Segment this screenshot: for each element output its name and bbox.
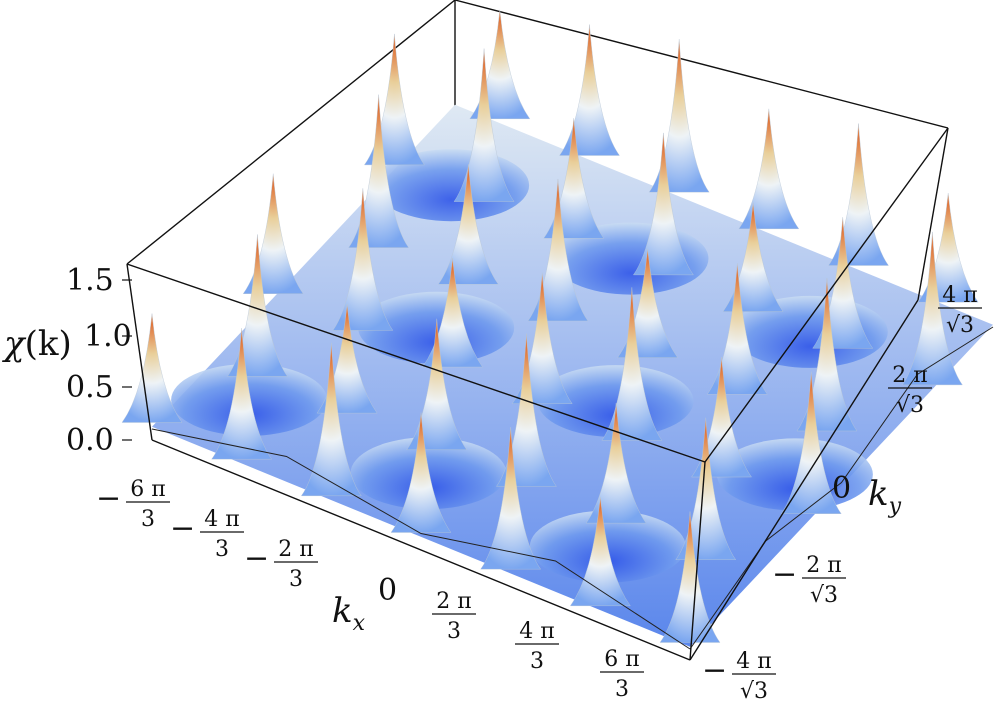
surface-peak bbox=[569, 496, 631, 607]
surface-peak bbox=[902, 231, 963, 386]
surface-peak bbox=[585, 403, 647, 524]
x-tick-label: −6 π 3 bbox=[96, 477, 170, 532]
tick-denominator: √3 bbox=[896, 393, 924, 418]
surface-peak bbox=[364, 33, 425, 166]
surface-peak bbox=[332, 188, 394, 331]
tick-denominator: √3 bbox=[810, 583, 838, 608]
tick-denominator: √3 bbox=[740, 679, 768, 704]
x-tick-label: 2 π3 bbox=[432, 589, 476, 644]
y-axis-label-sub: y bbox=[888, 494, 902, 519]
tick-value: 0 bbox=[832, 471, 851, 506]
y-tick-label: 0 bbox=[832, 471, 851, 506]
surface-bowl bbox=[716, 438, 873, 511]
tick-numerator: 4 π bbox=[519, 619, 554, 644]
tick-sign: − bbox=[772, 557, 797, 592]
tick-denominator: 3 bbox=[447, 619, 461, 644]
surface-edge-y bbox=[689, 326, 994, 650]
tick-numerator: 6 π bbox=[130, 477, 165, 502]
x-axis-label-sub: x bbox=[353, 611, 366, 636]
surface-peak bbox=[390, 412, 452, 533]
y-axis-label-main: k bbox=[868, 474, 889, 514]
surface-peak bbox=[828, 123, 889, 266]
y-tick-label: −4 π √3 bbox=[702, 649, 776, 704]
tick-numerator: 2 π bbox=[436, 589, 471, 614]
surface-mesh bbox=[121, 9, 994, 650]
z-axis-label-main: χ bbox=[2, 324, 27, 364]
tick-numerator: 2 π bbox=[892, 363, 927, 388]
tick-numerator: 2 π bbox=[806, 553, 841, 578]
surface-peak bbox=[453, 48, 515, 202]
surface-peak bbox=[480, 427, 542, 570]
x-tick-label: −2 π 3 bbox=[244, 537, 318, 592]
tick-sign: − bbox=[244, 541, 269, 576]
surface-peak bbox=[211, 328, 273, 460]
surface-peak bbox=[601, 287, 663, 441]
surface-peak bbox=[706, 263, 768, 395]
tick-numerator: 4 π bbox=[204, 507, 239, 532]
x-tick-label: 4 π3 bbox=[515, 619, 559, 674]
tick-numerator: 4 π bbox=[942, 283, 977, 308]
surface-bowl bbox=[537, 365, 694, 438]
surface-peak bbox=[738, 108, 800, 230]
surface-peak bbox=[659, 511, 721, 643]
box-back bbox=[126, 0, 949, 265]
x-tick-label: −4 π 3 bbox=[170, 507, 244, 562]
x-tick-label: 6 π3 bbox=[600, 647, 644, 702]
tick-denominator: √3 bbox=[946, 313, 974, 338]
surface-peak bbox=[121, 313, 183, 423]
tick-sign: − bbox=[170, 511, 195, 546]
x-tick-label: 0 bbox=[378, 573, 397, 608]
z-axis-label-arg: (k) bbox=[25, 324, 72, 364]
y-axis-label: ky bbox=[868, 474, 902, 519]
tick-denominator: 3 bbox=[615, 677, 629, 702]
x-axis-label-main: k bbox=[332, 591, 353, 631]
tick-sign: − bbox=[96, 481, 121, 516]
tick-value: 0 bbox=[378, 573, 397, 608]
y-axis-ticks: −4 π√3− 2 π√302 π√34 π√3 bbox=[702, 283, 982, 704]
surface-peak bbox=[300, 342, 362, 497]
tick-denominator: 3 bbox=[530, 649, 544, 674]
x-axis-ticks: −6 π3−4 π3−2 π3 0 2 π3 4 π3 6 π3 bbox=[96, 477, 644, 702]
y-tick-label: 2 π√3 bbox=[888, 363, 932, 418]
z-tick-label: 0.5 bbox=[66, 370, 114, 405]
surface-edge-x bbox=[151, 428, 691, 650]
z-axis-ticks: 1.5 1.0 0.5 0.0 bbox=[66, 263, 132, 458]
tick-numerator: 4 π bbox=[736, 649, 771, 674]
tick-sign: − bbox=[702, 653, 727, 688]
tick-denominator: 3 bbox=[215, 537, 229, 562]
y-tick-label: −2 π √3 bbox=[772, 553, 846, 608]
surface-peak bbox=[559, 24, 620, 156]
z-axis-label: χ(k) bbox=[2, 324, 72, 364]
x-axis-label: kx bbox=[332, 591, 366, 636]
surface-peak bbox=[648, 39, 710, 193]
surface-peak bbox=[437, 164, 499, 285]
surface-peak bbox=[780, 371, 842, 514]
surface-peak bbox=[633, 132, 694, 276]
z-tick-label: 1.0 bbox=[84, 319, 132, 354]
tick-denominator: 3 bbox=[141, 507, 155, 532]
surface-peak bbox=[469, 9, 531, 120]
z-tick-label: 1.5 bbox=[66, 263, 114, 298]
box-front bbox=[126, 127, 949, 661]
z-tick-label: 0.0 bbox=[66, 423, 114, 458]
tick-denominator: 3 bbox=[289, 567, 303, 592]
tick-numerator: 2 π bbox=[278, 537, 313, 562]
y-tick-label: 4 π√3 bbox=[938, 283, 982, 338]
tick-numerator: 6 π bbox=[604, 647, 639, 672]
surface-peak bbox=[406, 318, 468, 450]
